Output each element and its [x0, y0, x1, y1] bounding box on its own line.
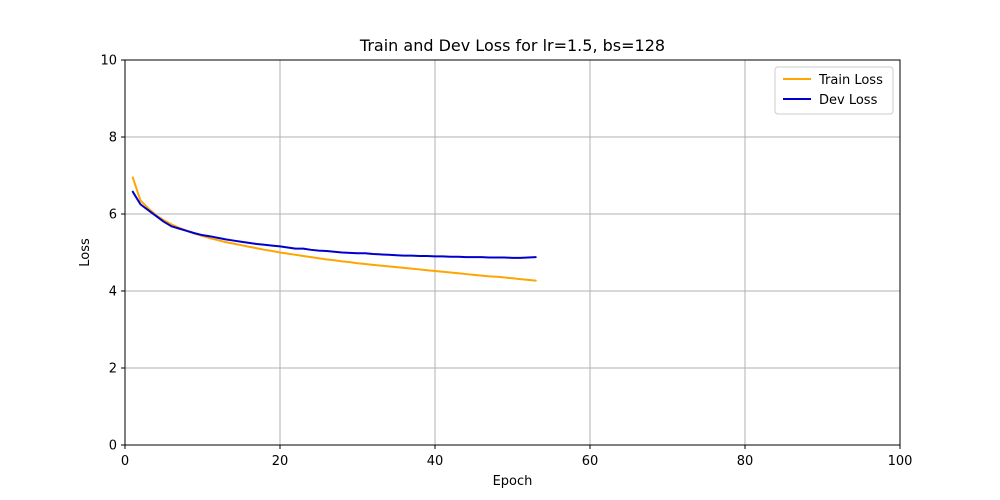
x-tick-label: 60	[582, 454, 599, 469]
legend-label-dev-loss: Dev Loss	[819, 93, 878, 108]
x-tick-label: 40	[427, 454, 444, 469]
axis-ticks: 0 20 40 60 80 100 0 2 4 6 8 10	[100, 54, 912, 470]
x-tick-label: 80	[737, 454, 754, 469]
chart-title: Train and Dev Loss for lr=1.5, bs=128	[359, 36, 665, 55]
x-tick-label: 20	[272, 454, 289, 469]
y-tick-label: 0	[109, 439, 117, 454]
series-lines	[131, 176, 537, 282]
x-axis-label: Epoch	[493, 474, 533, 489]
legend-label-train-loss: Train Loss	[818, 73, 883, 88]
y-tick-label: 2	[109, 362, 117, 377]
y-tick-label: 10	[100, 54, 117, 69]
x-tick-label: 100	[888, 454, 913, 469]
x-tick-label: 0	[121, 454, 129, 469]
series-line-dev-loss	[131, 190, 537, 259]
y-tick-label: 6	[109, 208, 117, 223]
legend: Train Loss Dev Loss	[774, 66, 894, 115]
y-tick-label: 4	[109, 285, 117, 300]
y-tick-label: 8	[109, 131, 117, 146]
plot-frame	[124, 59, 901, 446]
y-axis-label: Loss	[78, 238, 93, 267]
